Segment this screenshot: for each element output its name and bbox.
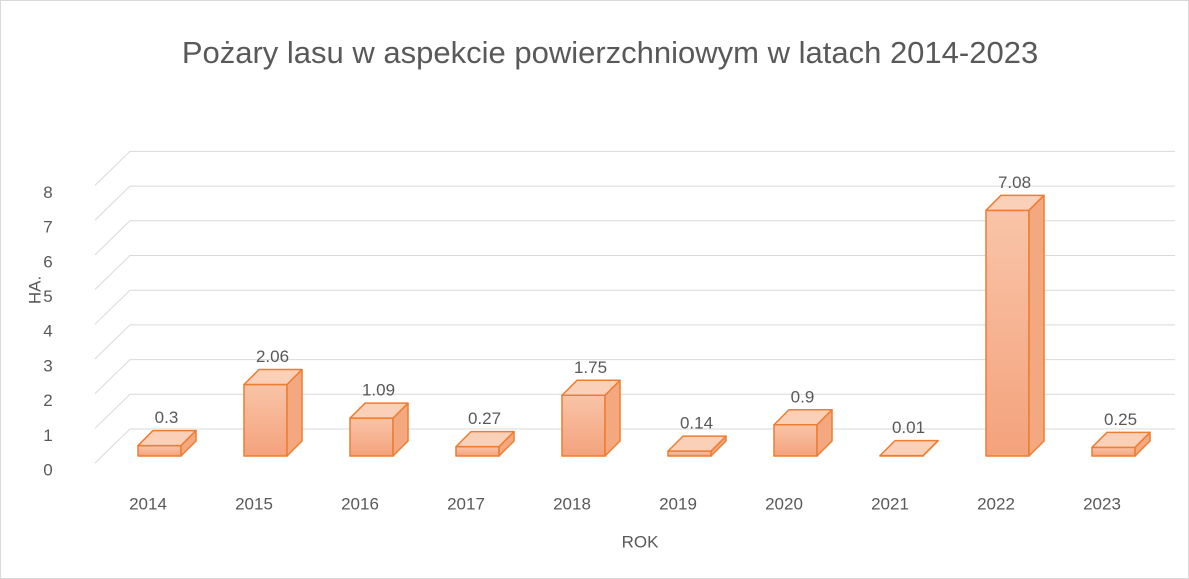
y-axis-label: HA.	[25, 276, 44, 304]
data-label: 0.27	[468, 409, 501, 428]
grid-line	[94, 150, 1175, 186]
data-label: 0.9	[791, 387, 815, 406]
data-label: 7.08	[998, 173, 1031, 192]
data-label: 0.01	[892, 418, 925, 437]
bar	[243, 368, 303, 457]
grid-line	[94, 393, 1175, 429]
data-label: 0.14	[680, 414, 713, 433]
y-tick-label: 1	[43, 426, 52, 445]
data-label: 1.09	[362, 381, 395, 400]
bar	[1091, 431, 1151, 457]
bar	[773, 409, 833, 457]
x-tick-label: 2015	[235, 494, 273, 513]
bar	[455, 430, 515, 457]
grid-line	[94, 220, 1175, 256]
y-tick-label: 6	[43, 252, 52, 271]
data-label: 0.3	[155, 408, 179, 427]
x-tick-label: 2018	[553, 494, 591, 513]
x-tick-label: 2022	[977, 494, 1015, 513]
x-tick-label: 2020	[765, 494, 803, 513]
bar	[349, 402, 409, 457]
y-tick-label: 8	[43, 183, 52, 202]
y-tick-label: 7	[43, 218, 52, 237]
bar	[137, 429, 197, 457]
y-tick-label: 4	[43, 322, 52, 341]
y-tick-label: 0	[43, 460, 52, 479]
bar	[561, 379, 621, 457]
x-tick-label: 2019	[659, 494, 697, 513]
x-axis-label: ROK	[622, 532, 660, 551]
x-tick-label: 2016	[341, 494, 379, 513]
data-label: 0.25	[1104, 410, 1137, 429]
grid-line	[94, 255, 1175, 290]
grid-line	[94, 289, 1175, 325]
data-label: 1.75	[574, 358, 607, 377]
bar	[667, 435, 727, 457]
y-tick-label: 3	[43, 356, 52, 375]
x-tick-label: 2021	[871, 494, 909, 513]
grid-line	[94, 185, 1175, 221]
x-tick-label: 2023	[1083, 494, 1121, 513]
x-tick-label: 2017	[447, 494, 485, 513]
bar	[879, 439, 939, 457]
bar	[985, 194, 1045, 457]
grid-line	[94, 359, 1175, 394]
y-tick-label: 2	[43, 391, 52, 410]
grid-line	[94, 324, 1175, 360]
data-label: 2.06	[256, 347, 289, 366]
chart-title: Pożary lasu w aspekcie powierzchniowym w…	[181, 35, 1039, 70]
x-tick-label: 2014	[129, 494, 167, 513]
y-tick-label: 5	[43, 287, 52, 306]
